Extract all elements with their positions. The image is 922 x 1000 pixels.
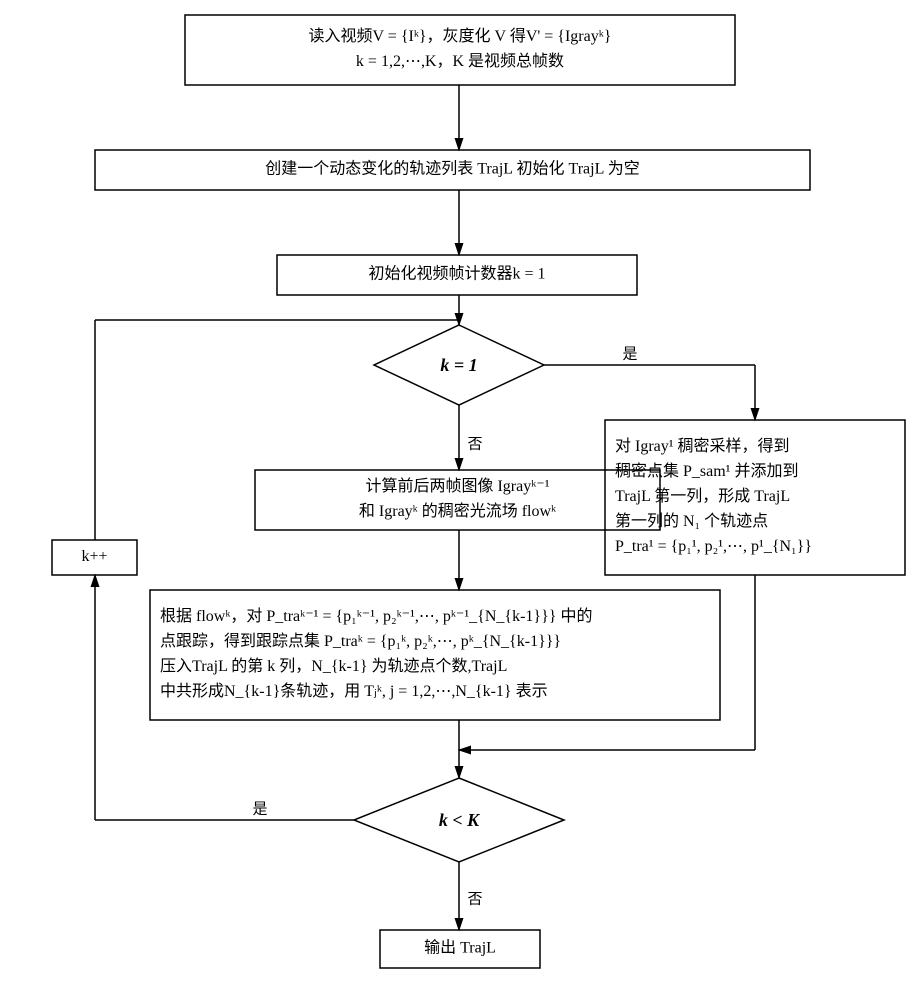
svg-text:TrajL 第一列，形成 TrajL: TrajL 第一列，形成 TrajL (615, 487, 790, 505)
svg-text:k = 1,2,⋯,K，K 是视频总帧数: k = 1,2,⋯,K，K 是视频总帧数 (356, 52, 564, 70)
svg-text:对 Igray¹ 稠密采样，得到: 对 Igray¹ 稠密采样，得到 (615, 437, 790, 455)
svg-text:否: 否 (467, 436, 482, 452)
svg-text:第一列的 N₁ 个轨迹点: 第一列的 N₁ 个轨迹点 (615, 512, 768, 530)
svg-text:压入TrajL 的第 k 列，N_{k-1} 为轨迹点个数,: 压入TrajL 的第 k 列，N_{k-1} 为轨迹点个数,TrajL (160, 657, 507, 675)
svg-text:是: 是 (252, 801, 267, 817)
node-n6: 根据 flowᵏ，对 P_traᵏ⁻¹ = {p₁ᵏ⁻¹, p₂ᵏ⁻¹,⋯, p… (150, 590, 720, 720)
svg-text:创建一个动态变化的轨迹列表 TrajL 初始化 TrajL: 创建一个动态变化的轨迹列表 TrajL 初始化 TrajL 为空 (265, 160, 640, 178)
svg-text:点跟踪，得到跟踪点集 P_traᵏ = {p₁ᵏ, p₂ᵏ,: 点跟踪，得到跟踪点集 P_traᵏ = {p₁ᵏ, p₂ᵏ,⋯, pᵏ_{N_{… (160, 632, 561, 650)
node-n7: 输出 TrajL (380, 930, 540, 968)
svg-text:稠密点集 P_sam¹ 并添加到: 稠密点集 P_sam¹ 并添加到 (615, 462, 798, 480)
node-n2: 创建一个动态变化的轨迹列表 TrajL 初始化 TrajL 为空 (95, 150, 810, 190)
svg-text:k++: k++ (81, 548, 107, 565)
svg-text:P_tra¹ = {p₁¹, p₂¹,⋯, p¹_{N₁}}: P_tra¹ = {p₁¹, p₂¹,⋯, p¹_{N₁}} (615, 538, 812, 555)
flowchart-diagram: 读入视频V = {Iᵏ}，灰度化 V 得V' = {Igrayᵏ} k = 1,2… (0, 0, 922, 1000)
node-d2: k < K (354, 778, 564, 862)
svg-text:否: 否 (467, 891, 482, 907)
node-n3: 初始化视频帧计数器k = 1 (277, 255, 637, 295)
svg-text:根据 flowᵏ，对 P_traᵏ⁻¹ = {p₁ᵏ⁻¹,: 根据 flowᵏ，对 P_traᵏ⁻¹ = {p₁ᵏ⁻¹, p₂ᵏ⁻¹,⋯, p… (160, 607, 592, 625)
svg-text:k < K: k < K (439, 810, 481, 830)
svg-text:计算前后两帧图像 Igrayᵏ⁻¹: 计算前后两帧图像 Igrayᵏ⁻¹ (365, 476, 549, 495)
node-d1: k = 1 (374, 325, 544, 405)
node-n1: 读入视频V = {Iᵏ}，灰度化 V 得V' = {Igrayᵏ} k = 1,2… (185, 15, 735, 85)
svg-text:k = 1: k = 1 (440, 355, 477, 375)
svg-text:中共形成N_{k-1}条轨迹，用 Tⱼᵏ, j = 1,2,: 中共形成N_{k-1}条轨迹，用 Tⱼᵏ, j = 1,2,⋯,N_{k-1} … (160, 682, 548, 700)
svg-text:是: 是 (622, 346, 637, 362)
svg-text:读入视频V = {Iᵏ}，灰度化 V 得V' = {Igra: 读入视频V = {Iᵏ}，灰度化 V 得V' = {Igrayᵏ} (309, 27, 612, 45)
svg-text:输出 TrajL: 输出 TrajL (424, 939, 496, 957)
node-n5: 对 Igray¹ 稠密采样，得到稠密点集 P_sam¹ 并添加到 TrajL 第一… (605, 420, 905, 575)
node-n4: 计算前后两帧图像 Igrayᵏ⁻¹ 和 Igrayᵏ 的稠密光流场 flowᵏ (255, 470, 660, 530)
node-kpp: k++ (52, 540, 137, 575)
svg-text:初始化视频帧计数器k = 1: 初始化视频帧计数器k = 1 (368, 265, 545, 283)
svg-text:和 Igrayᵏ 的稠密光流场 flowᵏ: 和 Igrayᵏ 的稠密光流场 flowᵏ (359, 502, 556, 520)
